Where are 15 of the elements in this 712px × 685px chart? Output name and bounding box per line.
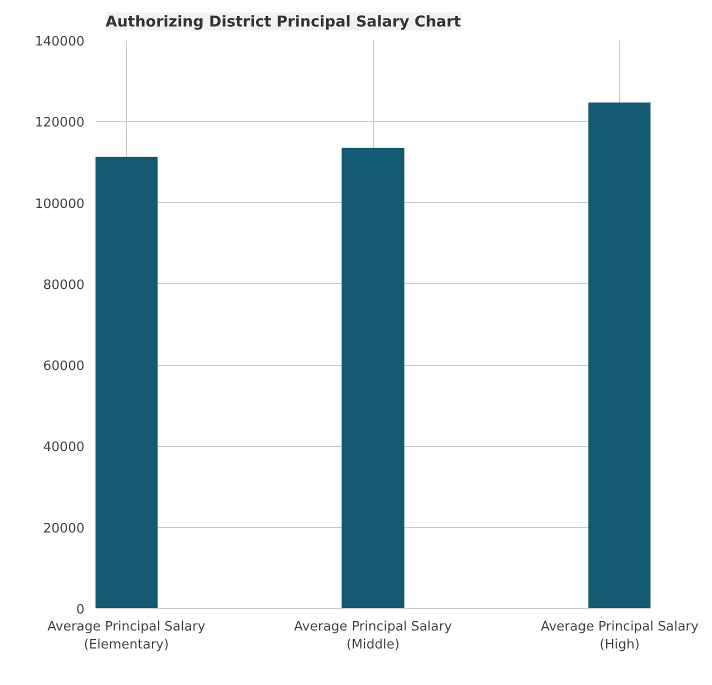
y-tick-label: 60000 [43,359,85,374]
x-tick-label: Average Principal Salary (Elementary) [47,620,206,652]
bar [588,102,650,608]
y-tick-label: 80000 [43,278,85,293]
y-tick-label: 120000 [34,116,85,131]
x-tick-label: Average Principal Salary (Middle) [294,620,452,652]
y-tick-label: 100000 [34,196,85,212]
y-tick-label: 140000 [34,34,85,50]
x-tick-label: Average Principal Salary (High) [540,620,699,652]
bar [342,148,404,608]
chart-title: Authorizing District Principal Salary Chart [106,12,461,30]
y-tick-label: 20000 [43,521,85,536]
bar [96,156,158,608]
y-tick-label: 40000 [43,440,85,456]
y-tick-label: 0 [76,602,85,618]
